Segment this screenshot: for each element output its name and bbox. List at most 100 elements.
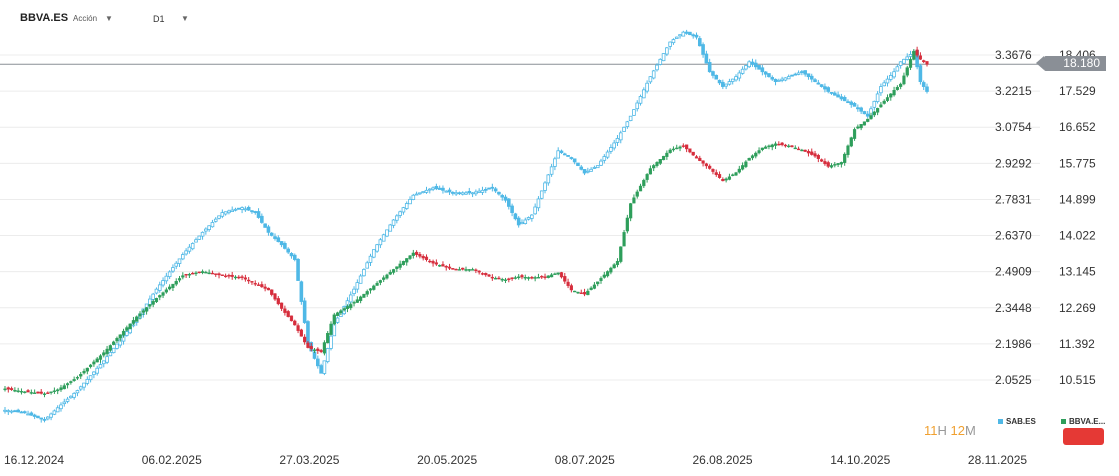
candle-body xyxy=(3,409,7,412)
candle-body xyxy=(622,126,626,132)
legend-bbva[interactable]: BBVA.E... xyxy=(1061,417,1105,426)
candle-body xyxy=(668,41,672,47)
candle-body xyxy=(925,61,929,65)
timeframe-dropdown-icon[interactable]: ▼ xyxy=(181,14,189,23)
candle-body xyxy=(764,146,768,149)
candle-body xyxy=(253,283,257,285)
candle-body xyxy=(444,265,448,268)
candle-body xyxy=(418,192,422,195)
candle-body xyxy=(813,153,817,157)
candle-body xyxy=(447,189,452,193)
candle-body xyxy=(648,76,653,83)
candle-body xyxy=(786,76,791,80)
candle-body xyxy=(292,254,297,260)
candle-body xyxy=(161,292,165,296)
candle-body xyxy=(724,83,728,87)
candle-body xyxy=(872,100,877,108)
candle-body xyxy=(375,282,379,286)
candle-body xyxy=(460,192,465,195)
candle-body xyxy=(754,152,758,157)
candle-body xyxy=(685,144,689,150)
candle-body xyxy=(829,165,834,168)
candle-body xyxy=(362,293,366,298)
candle-body xyxy=(115,338,119,342)
candle-body xyxy=(470,269,475,271)
candle-body xyxy=(95,358,99,363)
candle-body xyxy=(556,150,560,159)
candle-body xyxy=(197,271,201,274)
left-axis-tick: 2.7831 xyxy=(995,192,1032,206)
candle-body xyxy=(391,219,396,226)
candle-body xyxy=(92,361,96,365)
hours-unit: H xyxy=(937,423,947,438)
legend-sab[interactable]: SAB.ES xyxy=(998,417,1036,426)
candle-body xyxy=(694,34,699,38)
candle-body xyxy=(240,207,244,210)
candle-body xyxy=(16,390,20,392)
candle-body xyxy=(763,71,768,75)
candle-body xyxy=(658,159,662,164)
x-axis-tick: 28.11.2025 xyxy=(968,453,1027,467)
candle-body xyxy=(599,160,603,166)
candle-body xyxy=(747,158,751,161)
candle-body xyxy=(339,310,343,314)
timeframe-label[interactable]: D1 xyxy=(153,14,165,24)
candle-body xyxy=(592,284,597,289)
candle-body xyxy=(477,190,481,193)
candle-body xyxy=(260,284,264,288)
candle-body xyxy=(674,36,679,39)
candle-body xyxy=(457,269,462,271)
candle-body xyxy=(539,190,544,199)
candle-body xyxy=(612,264,616,269)
candle-body xyxy=(309,346,313,349)
candle-body xyxy=(925,86,929,92)
candle-body xyxy=(790,74,794,77)
candle-body xyxy=(810,151,814,155)
candle-body xyxy=(154,298,159,303)
symbol-dropdown-icon[interactable]: ▼ xyxy=(105,14,113,23)
candle-body xyxy=(82,370,86,374)
left-axis-tick: 2.4909 xyxy=(995,265,1032,279)
candle-body xyxy=(796,72,801,75)
candle-body xyxy=(401,207,406,213)
candle-body xyxy=(671,148,676,151)
candle-body xyxy=(530,277,534,279)
candle-body xyxy=(217,215,221,219)
candle-body xyxy=(566,155,570,157)
candle-body xyxy=(632,109,636,116)
candle-body xyxy=(889,93,893,98)
candle-body xyxy=(474,269,478,271)
candle-body xyxy=(322,360,327,374)
candle-body xyxy=(757,65,761,70)
candle-body xyxy=(888,75,893,80)
candle-body xyxy=(381,234,386,242)
candle-body xyxy=(286,248,290,253)
candle-body xyxy=(42,418,47,421)
candle-body xyxy=(204,271,208,274)
candle-body xyxy=(849,101,854,105)
candle-body xyxy=(523,277,527,279)
candle-body xyxy=(902,58,906,64)
candle-body xyxy=(335,317,340,323)
candle-body xyxy=(378,280,382,283)
candle-body xyxy=(52,410,57,415)
candle-body xyxy=(546,174,551,184)
symbol-label[interactable]: BBVA.ES xyxy=(20,12,69,24)
candle-body xyxy=(434,186,439,190)
candle-body xyxy=(790,145,794,148)
candle-body xyxy=(55,407,60,413)
candle-body xyxy=(665,152,669,157)
candle-body xyxy=(230,274,234,277)
candle-body xyxy=(540,276,544,278)
candle-body xyxy=(704,163,708,167)
candle-body xyxy=(520,275,524,278)
candle-body xyxy=(681,145,685,147)
candle-body xyxy=(576,291,580,294)
candle-body xyxy=(171,267,175,272)
candle-body xyxy=(833,92,837,96)
candle-body xyxy=(365,262,370,269)
candle-body xyxy=(411,194,416,200)
candle-body xyxy=(237,276,241,279)
candle-body xyxy=(579,292,583,294)
